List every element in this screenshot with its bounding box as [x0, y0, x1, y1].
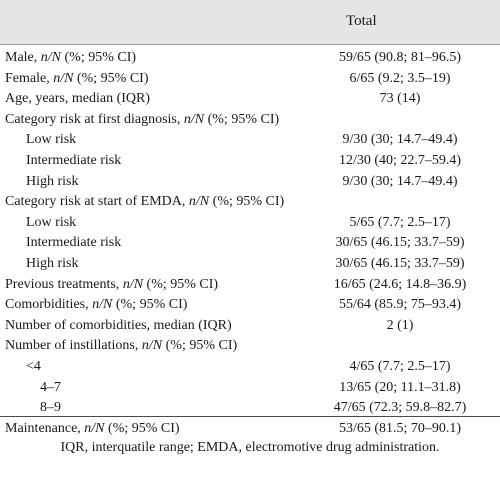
- table-footnote-area: IQR, interquatile range; EMDA, electromo…: [0, 417, 500, 487]
- row-value: 4/65 (7.7; 2.5–17): [349, 358, 451, 374]
- row-value: 2 (1): [386, 317, 414, 333]
- table-row: Previous treatments, n/N (%; 95% CI) 16/6…: [0, 275, 500, 296]
- table-body: Male, n/N (%; 95% CI) 59/65 (90.8; 81–96.…: [0, 48, 500, 439]
- table-row: Intermediate risk 30/65 (46.15; 33.7–59): [0, 233, 500, 254]
- table-row: Category risk at first diagnosis, n/N (%…: [0, 110, 500, 131]
- row-value: 5/65 (7.7; 2.5–17): [349, 214, 451, 230]
- row-label: Intermediate risk: [26, 152, 122, 168]
- row-value: 13/65 (20; 11.1–31.8): [339, 379, 461, 395]
- row-label: High risk: [26, 255, 79, 271]
- table-row: <4 4/65 (7.7; 2.5–17): [0, 357, 500, 378]
- row-label: Previous treatments, n/N (%; 95% CI): [5, 276, 219, 292]
- row-value: 6/65 (9.2; 3.5–19): [349, 70, 451, 86]
- table-row: Male, n/N (%; 95% CI) 59/65 (90.8; 81–96.…: [0, 48, 500, 69]
- row-label: Category risk at first diagnosis, n/N (%…: [5, 111, 280, 127]
- row-value: 16/65 (24.6; 14.8–36.9): [333, 276, 467, 292]
- table-row: Number of comorbidities, median (IQR) 2 (…: [0, 316, 500, 337]
- table-row: Low risk 9/30 (30; 14.7–49.4): [0, 130, 500, 151]
- row-label: Comorbidities, n/N (%; 95% CI): [5, 297, 188, 313]
- row-label: 4–7: [40, 379, 61, 395]
- row-value: 30/65 (46.15; 33.7–59): [335, 235, 465, 251]
- row-label: High risk: [26, 173, 79, 189]
- table-row: Number of instillations, n/N (%; 95% CI): [0, 336, 500, 357]
- row-label: Maintenance, n/N (%; 95% CI): [5, 420, 180, 436]
- table-row: Female, n/N (%; 95% CI) 6/65 (9.2; 3.5–19…: [0, 69, 500, 90]
- row-value: 30/65 (46.15; 33.7–59): [335, 255, 465, 271]
- row-value: 47/65 (72.3; 59.8–82.7): [333, 400, 467, 416]
- row-value: 9/30 (30; 14.7–49.4): [342, 173, 458, 189]
- row-value: 55/64 (85.9; 75–93.4): [338, 297, 462, 313]
- table-row: Intermediate risk 12/30 (40; 22.7–59.4): [0, 151, 500, 172]
- table-header: Total: [0, 0, 500, 44]
- table-row: Comorbidities, n/N (%; 95% CI) 55/64 (85.…: [0, 295, 500, 316]
- table-row: 4–7 13/65 (20; 11.1–31.8): [0, 378, 500, 399]
- row-value: 53/65 (81.5; 70–90.1): [338, 420, 462, 436]
- row-label: Low risk: [26, 214, 77, 230]
- row-label: Number of comorbidities, median (IQR): [5, 317, 232, 333]
- row-value: 73 (14): [379, 91, 421, 107]
- row-value: 12/30 (40; 22.7–59.4): [338, 152, 462, 168]
- table-row: 8–9 47/65 (72.3; 59.8–82.7): [0, 398, 500, 419]
- table-row: Maintenance, n/N (%; 95% CI) 53/65 (81.5;…: [0, 419, 500, 440]
- table-row: Low risk 5/65 (7.7; 2.5–17): [0, 213, 500, 234]
- row-label: Female, n/N (%; 95% CI): [5, 70, 149, 86]
- row-label: <4: [26, 358, 41, 374]
- row-label: Number of instillations, n/N (%; 95% CI): [5, 338, 238, 354]
- table-row: High risk 9/30 (30; 14.7–49.4): [0, 172, 500, 193]
- row-label: Age, years, median (IQR): [5, 91, 151, 107]
- row-value: 59/65 (90.8; 81–96.5): [338, 50, 462, 65]
- table-row: Age, years, median (IQR) 73 (14): [0, 89, 500, 110]
- table-footnote: IQR, interquatile range; EMDA, electromo…: [60, 440, 440, 455]
- table-row: High risk 30/65 (46.15; 33.7–59): [0, 254, 500, 275]
- total-column-header: Total: [346, 13, 377, 29]
- row-label: Category risk at start of EMDA, n/N (%; …: [5, 194, 285, 210]
- row-label: Male, n/N (%; 95% CI): [5, 50, 137, 65]
- row-label: Intermediate risk: [26, 235, 122, 251]
- header-rule: [0, 44, 500, 45]
- row-label: Low risk: [26, 132, 77, 148]
- table-bottom-rule: [0, 416, 500, 417]
- row-value: 9/30 (30; 14.7–49.4): [342, 132, 458, 148]
- table-row: Category risk at start of EMDA, n/N (%; …: [0, 192, 500, 213]
- row-label: 8–9: [40, 400, 61, 416]
